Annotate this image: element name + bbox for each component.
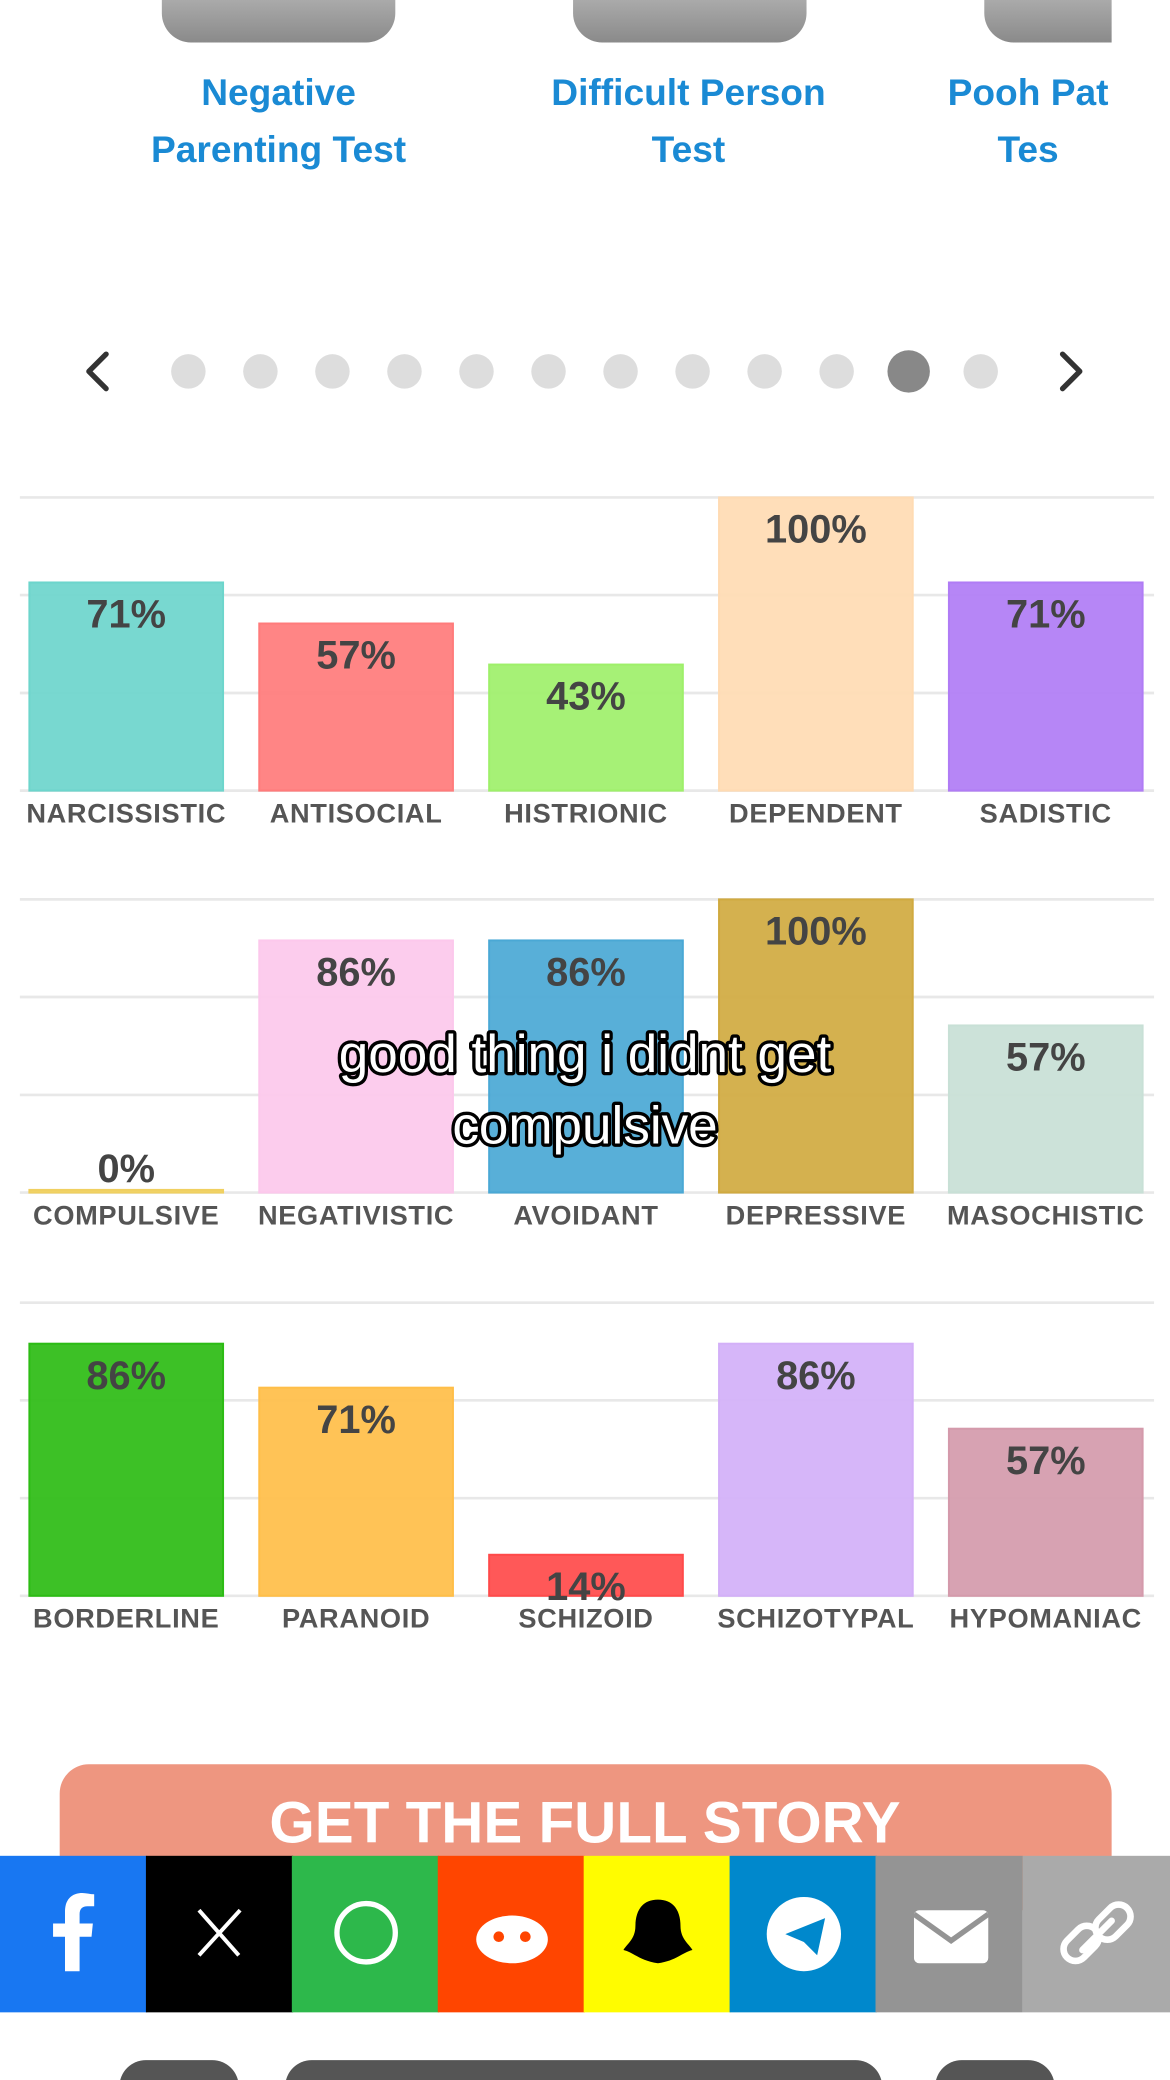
page-dot bbox=[243, 354, 278, 389]
button-text: GET THE FULL STORY bbox=[269, 1791, 900, 1856]
bottom-card bbox=[286, 2060, 882, 2080]
value-label: 57% bbox=[1006, 1036, 1086, 1080]
category-label: DEPENDENT bbox=[729, 797, 903, 828]
icon bbox=[1092, 1901, 1134, 1944]
value-label: 71% bbox=[86, 593, 166, 637]
bar bbox=[28, 1342, 225, 1597]
category-label: PARANOID bbox=[282, 1603, 430, 1634]
category-label: SCHIZOID bbox=[518, 1603, 653, 1634]
value-label: 86% bbox=[86, 1354, 166, 1398]
bar bbox=[258, 1386, 454, 1597]
pagination bbox=[86, 350, 1083, 393]
share-whatsapp[interactable] bbox=[291, 1855, 440, 2013]
next-arrow[interactable] bbox=[1059, 351, 1083, 392]
page-dot bbox=[459, 354, 494, 389]
bar bbox=[718, 496, 914, 792]
category-label: BORDERLINE bbox=[33, 1603, 219, 1634]
category-label: HISTRIONIC bbox=[504, 797, 668, 828]
page-dot bbox=[963, 354, 998, 389]
category-label: AVOIDANT bbox=[513, 1199, 658, 1230]
test-title: Parenting Test bbox=[151, 128, 406, 170]
carousel: Negative Parenting Test Difficult Person Te… bbox=[151, 0, 1170, 170]
icon bbox=[520, 1931, 531, 1943]
value-label: 71% bbox=[316, 1398, 396, 1442]
bar-chart: 0% COMPULSIVE 86% NEGATIVISTIC 86% AVOIDANT 10… bbox=[19, 898, 1155, 1230]
category-label: SCHIZOTYPAL bbox=[717, 1603, 914, 1634]
value-label: 86% bbox=[776, 1354, 856, 1398]
category-label: MASOCHISTIC bbox=[947, 1199, 1145, 1230]
category-label: DEPRESSIVE bbox=[726, 1199, 906, 1230]
icon bbox=[53, 1892, 95, 1972]
bar bbox=[488, 663, 684, 792]
bar bbox=[947, 581, 1144, 792]
icon bbox=[197, 1908, 242, 1957]
bottom-card bbox=[936, 2060, 1054, 2080]
category-label: NARCISSISTIC bbox=[26, 797, 226, 828]
bar bbox=[718, 898, 914, 1194]
value-label: 57% bbox=[1006, 1439, 1086, 1483]
test-title: Test bbox=[652, 128, 726, 170]
share-bar bbox=[0, 1855, 1170, 2013]
page-dot bbox=[531, 354, 566, 389]
bottom-card bbox=[120, 2060, 238, 2080]
page-dot bbox=[887, 350, 930, 393]
page-dot bbox=[675, 354, 710, 389]
value-label: 43% bbox=[546, 675, 626, 719]
test-title: Pooh Pat bbox=[948, 71, 1109, 113]
value-label: 14% bbox=[546, 1565, 626, 1609]
icon bbox=[493, 1931, 505, 1943]
bar bbox=[258, 622, 454, 792]
value-label: 100% bbox=[765, 508, 867, 552]
caption-line: good thing i didnt get bbox=[339, 1025, 832, 1084]
value-label: 57% bbox=[316, 634, 396, 678]
value-label: 86% bbox=[546, 951, 626, 995]
icon bbox=[476, 1915, 548, 1964]
test-title: Tes bbox=[997, 128, 1058, 170]
bar bbox=[258, 939, 454, 1194]
bar bbox=[28, 1188, 225, 1194]
caption-line: compulsive bbox=[452, 1096, 717, 1155]
test-labels: Negative Parenting Test Difficult Person Te… bbox=[151, 71, 1108, 170]
test-title: Negative bbox=[201, 71, 356, 113]
bar bbox=[28, 581, 225, 792]
category-label: SADISTIC bbox=[980, 797, 1112, 828]
prev-arrow[interactable] bbox=[86, 351, 109, 392]
category-label: COMPULSIVE bbox=[33, 1199, 219, 1230]
icon bbox=[334, 1900, 398, 1965]
icon bbox=[785, 1918, 826, 1956]
bar bbox=[488, 939, 684, 1194]
test-card[interactable] bbox=[984, 0, 1170, 43]
page-dot bbox=[171, 354, 206, 389]
category-label: ANTISOCIAL bbox=[270, 797, 443, 828]
value-label: 86% bbox=[316, 951, 396, 995]
bar-chart: 71% NARCISSISTIC 57% ANTISOCIAL 43% HISTRIONI… bbox=[19, 496, 1155, 828]
bar bbox=[488, 1553, 684, 1597]
category-label: HYPOMANIAC bbox=[950, 1603, 1142, 1634]
caption: good thing i didnt get compulsive bbox=[335, 1022, 834, 1159]
value-label: 100% bbox=[765, 909, 867, 953]
test-card[interactable] bbox=[573, 0, 807, 43]
bar-chart: 86% BORDERLINE 71% PARANOID 14%SCHIZOID 86% SC… bbox=[19, 1301, 1155, 1634]
page-dot bbox=[747, 354, 782, 389]
value-label: 71% bbox=[1006, 593, 1086, 637]
page-dot bbox=[603, 354, 638, 389]
icon bbox=[913, 1910, 989, 1964]
bar bbox=[947, 1427, 1144, 1597]
test-title: Difficult Person bbox=[551, 71, 825, 113]
charts: 71% NARCISSISTIC 57% ANTISOCIAL 43% HISTRIONI… bbox=[19, 496, 1155, 1634]
bar bbox=[718, 1342, 914, 1597]
icon bbox=[912, 1912, 990, 1944]
category-label: NEGATIVISTIC bbox=[258, 1199, 454, 1230]
page-dot bbox=[387, 354, 422, 389]
bar bbox=[947, 1024, 1144, 1194]
test-card[interactable] bbox=[161, 0, 396, 43]
page-dot bbox=[819, 354, 854, 389]
icon bbox=[623, 1899, 693, 1964]
page-dot bbox=[315, 354, 350, 389]
value-label: 0% bbox=[97, 1147, 155, 1191]
